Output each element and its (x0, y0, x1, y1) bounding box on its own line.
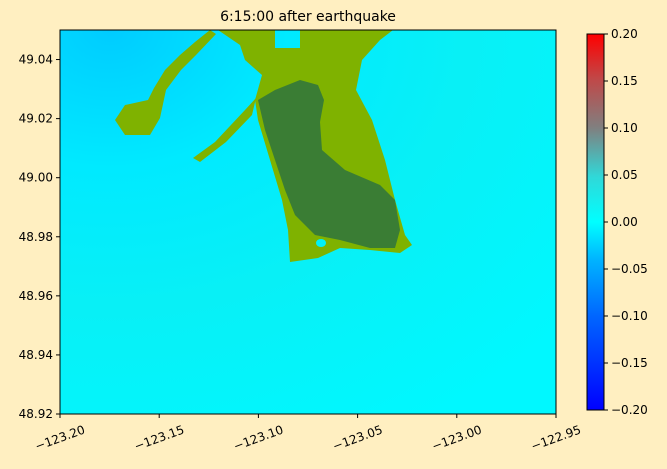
map (60, 30, 556, 414)
y-tick-label: 48.94 (19, 348, 53, 362)
land-dark (258, 80, 400, 248)
lake (316, 239, 326, 247)
y-tick-label: 49.02 (19, 112, 53, 126)
y-tick-label: 49.00 (19, 171, 53, 185)
x-tick-label: −123.15 (132, 423, 186, 454)
colorbar-tick-label: 0.15 (611, 74, 638, 88)
land (115, 30, 216, 135)
land (193, 98, 256, 162)
colorbar-tick-label: 0.00 (611, 215, 638, 229)
colorbar-tick-label: 0.20 (611, 27, 638, 41)
plot-frame (59, 29, 557, 415)
y-tick-label: 49.04 (19, 53, 53, 67)
colorbar-tick-label: −0.15 (611, 356, 648, 370)
y-tick-label: 48.96 (19, 289, 53, 303)
colorbar-tick-label: −0.05 (611, 262, 648, 276)
y-tick-label: 48.98 (19, 230, 53, 244)
x-tick-label: −123.00 (430, 423, 484, 454)
x-tick-label: −123.05 (331, 423, 385, 454)
colorbar-tick-label: 0.10 (611, 121, 638, 135)
x-tick-label: −123.10 (232, 423, 286, 454)
x-tick-label: −122.95 (529, 423, 583, 454)
colorbar-tick-label: −0.10 (611, 309, 648, 323)
colorbar-tick-label: −0.20 (611, 403, 648, 417)
colorbar (586, 33, 605, 411)
chart-title: 6:15:00 after earthquake (220, 9, 396, 25)
x-tick-label: −123.20 (33, 423, 87, 454)
colorbar-tick-label: 0.05 (611, 168, 638, 182)
y-tick-label: 48.92 (19, 407, 53, 421)
